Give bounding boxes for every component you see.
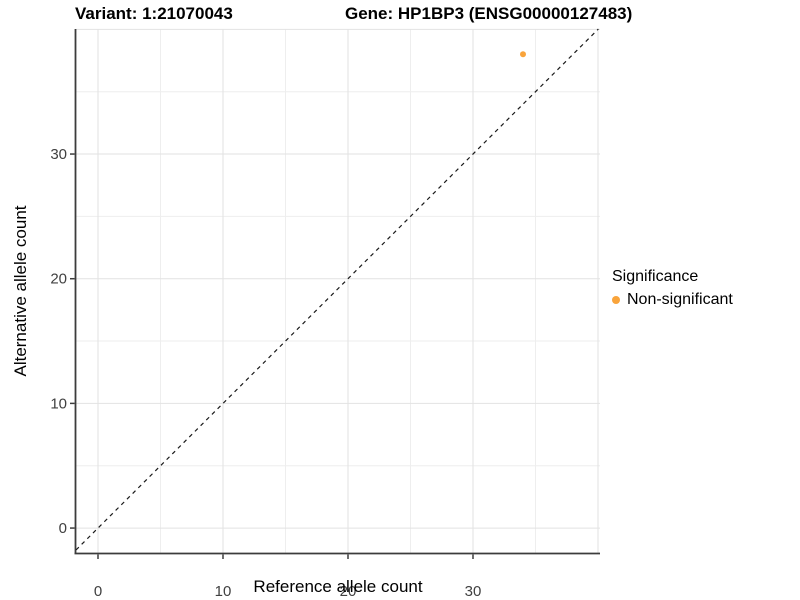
legend-item-label: Non-significant xyxy=(627,291,733,308)
y-tick-label: 20 xyxy=(50,271,67,288)
x-tick-label: 0 xyxy=(94,583,102,600)
identity-line xyxy=(75,28,599,551)
y-tick-label: 30 xyxy=(50,146,67,163)
x-tick-label: 10 xyxy=(215,583,232,600)
y-tick-label: 0 xyxy=(59,520,67,537)
data-point xyxy=(520,51,526,58)
legend-item-non-significant: Non-significant xyxy=(612,291,733,309)
variant-title: Variant: 1:21070043 xyxy=(75,4,233,23)
legend-point-icon xyxy=(612,296,620,304)
gene-title: Gene: HP1BP3 (ENSG00000127483) xyxy=(345,4,633,23)
y-tick-label: 10 xyxy=(50,395,67,412)
y-axis-title: Alternative allele count xyxy=(11,205,30,377)
x-tick-label: 30 xyxy=(465,583,482,600)
legend-title: Significance xyxy=(612,268,699,285)
legend: Significance Non-significant xyxy=(612,268,733,309)
x-axis-title: Reference allele count xyxy=(253,577,423,596)
x-tick-label: 20 xyxy=(340,583,357,600)
